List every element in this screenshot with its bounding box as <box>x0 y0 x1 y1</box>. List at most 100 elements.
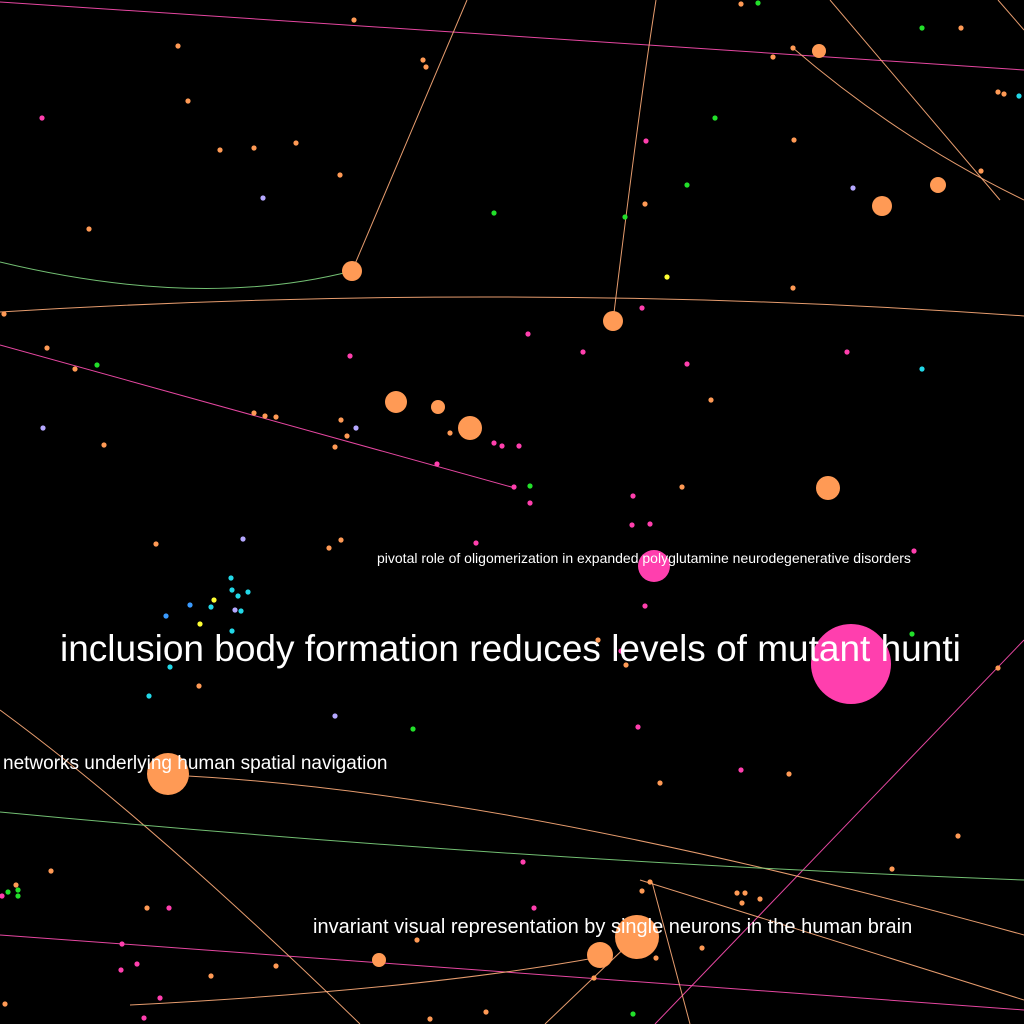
paper-dot[interactable] <box>653 955 659 961</box>
paper-dot[interactable] <box>770 54 776 60</box>
paper-dot[interactable] <box>101 442 107 448</box>
paper-dot[interactable] <box>410 726 416 732</box>
paper-dot[interactable] <box>196 683 202 689</box>
paper-dot[interactable] <box>351 17 357 23</box>
paper-dot[interactable] <box>94 362 100 368</box>
paper-dot[interactable] <box>447 430 453 436</box>
paper-dot[interactable] <box>273 414 279 420</box>
paper-dot[interactable] <box>757 896 763 902</box>
paper-dot[interactable] <box>499 443 505 449</box>
paper-dot[interactable] <box>163 613 169 619</box>
paper-dot[interactable] <box>919 366 925 372</box>
paper-dot[interactable] <box>664 274 670 280</box>
paper-node[interactable] <box>615 915 659 959</box>
paper-dot[interactable] <box>344 433 350 439</box>
paper-dot[interactable] <box>739 900 745 906</box>
paper-dot[interactable] <box>228 575 234 581</box>
paper-dot[interactable] <box>185 98 191 104</box>
paper-dot[interactable] <box>245 589 251 595</box>
paper-node[interactable] <box>587 942 613 968</box>
paper-dot[interactable] <box>157 995 163 1001</box>
paper-dot[interactable] <box>232 607 238 613</box>
paper-dot[interactable] <box>516 443 522 449</box>
paper-node[interactable] <box>147 753 189 795</box>
paper-dot[interactable] <box>642 201 648 207</box>
paper-dot[interactable] <box>353 425 359 431</box>
paper-node[interactable] <box>342 261 362 281</box>
paper-dot[interactable] <box>40 425 46 431</box>
paper-dot[interactable] <box>293 140 299 146</box>
paper-dot[interactable] <box>197 621 203 627</box>
paper-dot[interactable] <box>229 587 235 593</box>
paper-dot[interactable] <box>251 410 257 416</box>
paper-dot[interactable] <box>639 888 645 894</box>
paper-node[interactable] <box>638 550 670 582</box>
paper-dot[interactable] <box>229 628 235 634</box>
paper-dot[interactable] <box>420 57 426 63</box>
paper-dot[interactable] <box>844 349 850 355</box>
paper-dot[interactable] <box>208 973 214 979</box>
paper-dot[interactable] <box>738 767 744 773</box>
paper-dot[interactable] <box>1 311 7 317</box>
paper-dot[interactable] <box>86 226 92 232</box>
paper-dot[interactable] <box>911 548 917 554</box>
paper-dot[interactable] <box>699 945 705 951</box>
paper-dot[interactable] <box>630 493 636 499</box>
paper-dot[interactable] <box>527 500 533 506</box>
paper-dot[interactable] <box>251 145 257 151</box>
paper-dot[interactable] <box>647 521 653 527</box>
paper-dot[interactable] <box>434 461 440 467</box>
paper-dot[interactable] <box>909 631 915 637</box>
paper-dot[interactable] <box>591 975 597 981</box>
paper-dot[interactable] <box>211 597 217 603</box>
paper-dot[interactable] <box>738 1 744 7</box>
paper-dot[interactable] <box>708 397 714 403</box>
paper-dot[interactable] <box>618 648 624 654</box>
paper-dot[interactable] <box>978 168 984 174</box>
paper-dot[interactable] <box>491 440 497 446</box>
paper-dot[interactable] <box>260 195 266 201</box>
paper-dot[interactable] <box>525 331 531 337</box>
paper-dot[interactable] <box>629 522 635 528</box>
paper-dot[interactable] <box>44 345 50 351</box>
paper-dot[interactable] <box>175 43 181 49</box>
paper-dot[interactable] <box>491 210 497 216</box>
paper-dot[interactable] <box>527 483 533 489</box>
paper-dot[interactable] <box>414 937 420 943</box>
paper-dot[interactable] <box>483 1009 489 1015</box>
paper-node[interactable] <box>372 953 386 967</box>
paper-dot[interactable] <box>790 45 796 51</box>
paper-dot[interactable] <box>337 172 343 178</box>
paper-dot[interactable] <box>622 214 628 220</box>
paper-dot[interactable] <box>15 893 21 899</box>
paper-dot[interactable] <box>208 604 214 610</box>
paper-dot[interactable] <box>657 780 663 786</box>
paper-node[interactable] <box>872 196 892 216</box>
paper-dot[interactable] <box>5 889 11 895</box>
paper-dot[interactable] <box>332 444 338 450</box>
paper-dot[interactable] <box>166 905 172 911</box>
paper-dot[interactable] <box>889 866 895 872</box>
paper-dot[interactable] <box>790 285 796 291</box>
paper-dot[interactable] <box>338 537 344 543</box>
paper-dot[interactable] <box>531 905 537 911</box>
paper-dot[interactable] <box>639 305 645 311</box>
paper-node[interactable] <box>811 624 891 704</box>
paper-dot[interactable] <box>791 137 797 143</box>
paper-dot[interactable] <box>167 664 173 670</box>
paper-dot[interactable] <box>1001 91 1007 97</box>
paper-dot[interactable] <box>786 771 792 777</box>
paper-node[interactable] <box>816 476 840 500</box>
paper-dot[interactable] <box>338 417 344 423</box>
paper-dot[interactable] <box>15 887 21 893</box>
paper-dot[interactable] <box>595 637 601 643</box>
paper-node[interactable] <box>458 416 482 440</box>
paper-dot[interactable] <box>642 603 648 609</box>
paper-dot[interactable] <box>187 602 193 608</box>
paper-dot[interactable] <box>679 484 685 490</box>
paper-dot[interactable] <box>72 366 78 372</box>
paper-dot[interactable] <box>427 1016 433 1022</box>
paper-dot[interactable] <box>326 545 332 551</box>
paper-dot[interactable] <box>995 89 1001 95</box>
